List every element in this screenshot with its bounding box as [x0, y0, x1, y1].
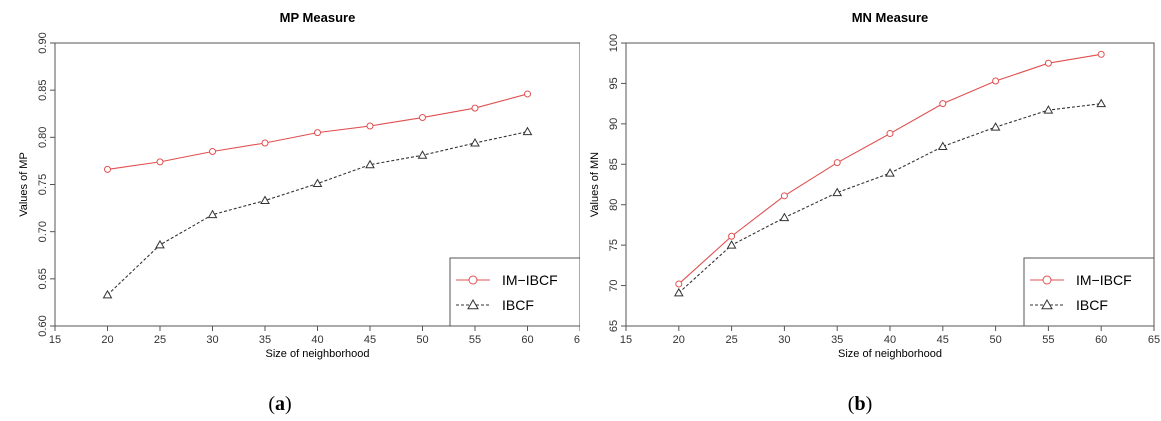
caption-b-letter: b — [854, 393, 866, 415]
y-tick-label: 0.60 — [37, 315, 49, 336]
data-point-circle — [780, 192, 788, 200]
mn-measure-chart: MN Measure 15 20 25 30 35 40 45 50 55 60 65 65 70 75 80… — [589, 10, 1160, 360]
x-tick-label: 15 — [620, 334, 632, 346]
data-point-circle — [366, 122, 374, 130]
x-tick-label: 40 — [311, 334, 323, 346]
data-point-triangle — [937, 141, 948, 150]
x-tick-label: 40 — [884, 334, 896, 346]
data-point-circle — [992, 77, 1000, 85]
mp-measure-chart: MP Measure 15 20 25 30 35 40 45 50 55 60 65 0.60 0.65… — [18, 10, 580, 360]
caption-a: (a) — [268, 393, 292, 415]
caption-b: (b) — [847, 393, 873, 415]
chart-title: MN Measure — [852, 10, 929, 25]
data-point-triangle — [312, 178, 323, 188]
data-point-triangle — [365, 159, 375, 169]
y-tick-label: 0.70 — [37, 221, 49, 242]
data-point-triangle — [522, 126, 533, 136]
x-tick-label: 25 — [154, 334, 166, 346]
y-tick-label: 0.90 — [37, 32, 49, 53]
x-tick-label: 30 — [206, 334, 218, 346]
data-point-circle — [1044, 59, 1052, 67]
x-tick-label: 30 — [778, 334, 790, 346]
x-tick-label: 60 — [521, 334, 533, 346]
legend-label: IBCF — [502, 297, 534, 313]
x-axis-label: Size of neighborhood — [838, 348, 942, 360]
data-point-triangle — [1043, 105, 1054, 114]
x-tick-label: 65 — [1148, 334, 1160, 346]
y-tick-label: 75 — [608, 239, 620, 251]
y-tick-label: 70 — [608, 279, 620, 291]
data-point-circle — [939, 100, 947, 108]
legend-label: IM−IBCF — [502, 272, 558, 288]
data-point-circle — [886, 130, 894, 138]
legend-box — [449, 257, 580, 327]
y-tick-label: 0.75 — [37, 174, 49, 195]
y-axis-label: Values of MP — [18, 152, 30, 217]
legend-marker-triangle — [467, 298, 479, 310]
legend-marker-triangle — [1041, 298, 1053, 310]
x-tick-label: 20 — [101, 334, 113, 346]
x-tick-label: 65 — [574, 334, 580, 346]
y-tick-label: 0.65 — [37, 268, 49, 289]
data-point-triangle — [417, 150, 428, 159]
y-tick-label: 95 — [608, 77, 620, 89]
chart-title: MP Measure — [280, 10, 356, 25]
data-point-triangle — [779, 212, 790, 222]
x-tick-label: 15 — [49, 334, 61, 346]
legend-marker-circle — [1042, 275, 1052, 285]
data-point-circle — [728, 232, 736, 240]
x-axis-label: Size of neighborhood — [266, 348, 370, 360]
legend: IM−IBCF IBCF — [449, 257, 580, 327]
data-point-triangle — [832, 187, 843, 197]
data-point-circle — [261, 139, 269, 147]
y-axis-label: Values of MN — [589, 152, 601, 217]
x-tick-label: 20 — [673, 334, 685, 346]
data-point-circle — [524, 90, 531, 98]
y-tick-label: 65 — [608, 320, 620, 332]
y-tick-label: 100 — [608, 34, 620, 52]
chart-panel-mn: MN Measure 15 20 25 30 35 40 45 50 55 60 65 65 70 75 80… — [580, 0, 1161, 421]
x-tick-label: 35 — [831, 334, 843, 346]
chart-panel-mp: MP Measure 15 20 25 30 35 40 45 50 55 60 65 0.60 0.65… — [0, 0, 580, 421]
data-point-triangle — [260, 195, 270, 205]
data-point-triangle — [990, 122, 1001, 131]
x-tick-label: 60 — [1095, 334, 1107, 346]
data-point-triangle — [673, 287, 684, 297]
data-point-triangle — [207, 209, 218, 219]
y-tick-label: 0.85 — [37, 79, 49, 100]
data-point-triangle — [726, 240, 737, 249]
x-tick-label: 50 — [416, 334, 428, 346]
y-tick-label: 80 — [608, 199, 620, 211]
x-tick-label: 35 — [259, 334, 271, 346]
legend: IM−IBCF IBCF — [1023, 257, 1155, 327]
legend-label: IBCF — [1076, 297, 1108, 313]
data-point-triangle — [155, 239, 165, 249]
data-point-triangle — [102, 289, 113, 299]
data-point-circle — [156, 158, 164, 166]
x-tick-label: 45 — [364, 334, 376, 346]
x-tick-label: 50 — [989, 334, 1001, 346]
x-tick-label: 55 — [469, 334, 481, 346]
y-tick-label: 90 — [608, 118, 620, 130]
data-point-circle — [314, 129, 321, 137]
data-point-circle — [419, 114, 426, 122]
x-tick-label: 45 — [937, 334, 949, 346]
data-point-circle — [209, 147, 216, 155]
data-point-circle — [833, 159, 841, 167]
legend-label: IM−IBCF — [1076, 272, 1132, 288]
legend-box — [1023, 257, 1155, 327]
y-tick-label: 0.80 — [37, 127, 49, 148]
x-tick-label: 55 — [1042, 334, 1054, 346]
data-point-circle — [471, 104, 479, 112]
legend-marker-circle — [468, 275, 478, 285]
y-tick-label: 85 — [608, 158, 620, 170]
data-point-circle — [1097, 50, 1105, 58]
data-point-circle — [104, 165, 111, 173]
data-point-circle — [675, 280, 683, 288]
data-point-triangle — [470, 137, 480, 147]
data-point-triangle — [885, 168, 895, 177]
x-tick-label: 25 — [725, 334, 737, 346]
data-point-triangle — [1096, 98, 1107, 108]
caption-a-letter: a — [275, 393, 285, 415]
